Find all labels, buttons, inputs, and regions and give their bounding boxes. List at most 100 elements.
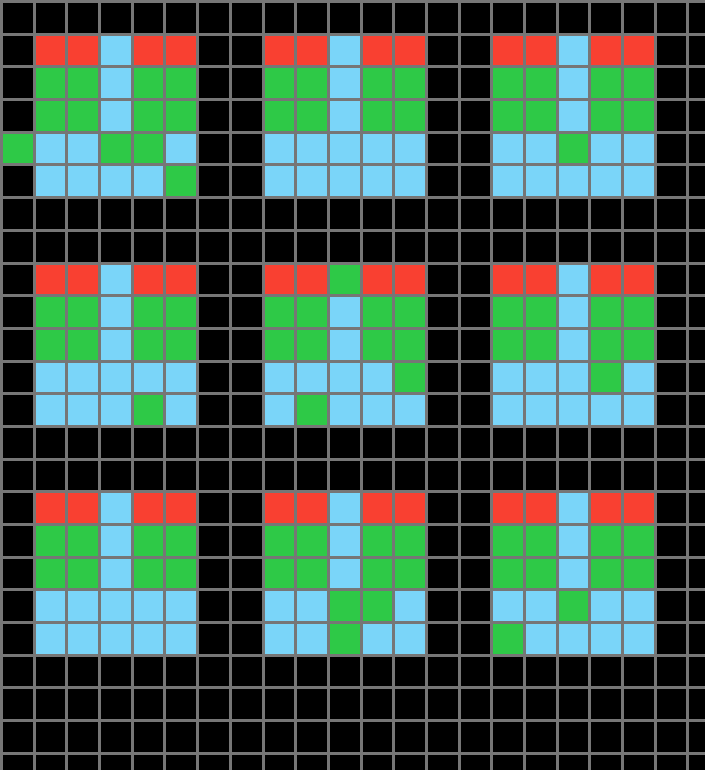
grid-cell-r17-c15[interactable] [493,558,523,589]
grid-cell-r9-c12[interactable] [395,297,425,327]
grid-cell-r13-c19[interactable] [624,427,654,458]
grid-cell-r21-c15[interactable] [493,689,523,720]
grid-cell-r7-c6[interactable] [199,231,229,262]
grid-cell-r16-c8[interactable] [264,526,295,556]
grid-cell-r9-c21[interactable] [689,297,705,327]
grid-cell-r18-c0[interactable] [3,591,33,622]
grid-cell-r1-c20[interactable] [656,35,687,66]
grid-cell-r20-c2[interactable] [68,656,99,687]
grid-cell-r20-c9[interactable] [297,656,327,687]
grid-cell-r3-c9[interactable] [297,101,327,131]
grid-cell-r14-c5[interactable] [166,460,197,491]
grid-cell-r10-c17[interactable] [558,329,589,360]
grid-cell-r21-c17[interactable] [558,689,589,720]
grid-cell-r1-c13[interactable] [427,35,458,66]
grid-cell-r19-c7[interactable] [231,624,262,654]
grid-cell-r22-c11[interactable] [362,722,393,752]
grid-cell-r9-c3[interactable] [101,297,131,327]
grid-cell-r7-c7[interactable] [231,231,262,262]
grid-cell-r22-c18[interactable] [591,722,622,752]
grid-cell-r8-c15[interactable] [493,264,523,295]
grid-cell-r8-c19[interactable] [624,264,654,295]
grid-cell-r9-c20[interactable] [656,297,687,327]
grid-cell-r0-c21[interactable] [689,3,705,33]
grid-cell-r11-c1[interactable] [35,362,66,393]
grid-cell-r23-c21[interactable] [689,754,705,770]
grid-cell-r16-c11[interactable] [362,526,393,556]
grid-cell-r20-c18[interactable] [591,656,622,687]
grid-cell-r21-c8[interactable] [264,689,295,720]
grid-cell-r20-c3[interactable] [101,656,131,687]
grid-cell-r8-c11[interactable] [362,264,393,295]
grid-cell-r4-c2[interactable] [68,133,99,164]
grid-cell-r16-c13[interactable] [427,526,458,556]
grid-cell-r16-c0[interactable] [3,526,33,556]
grid-cell-r11-c13[interactable] [427,362,458,393]
grid-cell-r2-c16[interactable] [526,68,556,99]
grid-cell-r7-c5[interactable] [166,231,197,262]
grid-cell-r7-c10[interactable] [329,231,360,262]
grid-cell-r2-c12[interactable] [395,68,425,99]
grid-cell-r11-c4[interactable] [133,362,164,393]
grid-cell-r14-c9[interactable] [297,460,327,491]
grid-cell-r6-c10[interactable] [329,199,360,229]
grid-cell-r8-c20[interactable] [656,264,687,295]
grid-cell-r21-c0[interactable] [3,689,33,720]
grid-cell-r12-c6[interactable] [199,395,229,425]
grid-cell-r20-c14[interactable] [460,656,491,687]
grid-cell-r6-c14[interactable] [460,199,491,229]
grid-cell-r18-c16[interactable] [526,591,556,622]
grid-cell-r23-c5[interactable] [166,754,197,770]
grid-cell-r5-c7[interactable] [231,166,262,197]
grid-cell-r13-c4[interactable] [133,427,164,458]
grid-cell-r9-c11[interactable] [362,297,393,327]
grid-cell-r9-c17[interactable] [558,297,589,327]
grid-cell-r21-c5[interactable] [166,689,197,720]
grid-cell-r2-c20[interactable] [656,68,687,99]
grid-cell-r20-c11[interactable] [362,656,393,687]
grid-cell-r18-c1[interactable] [35,591,66,622]
grid-cell-r0-c2[interactable] [68,3,99,33]
grid-cell-r12-c10[interactable] [329,395,360,425]
grid-cell-r5-c15[interactable] [493,166,523,197]
grid-cell-r12-c12[interactable] [395,395,425,425]
grid-cell-r9-c14[interactable] [460,297,491,327]
grid-cell-r14-c8[interactable] [264,460,295,491]
grid-cell-r22-c4[interactable] [133,722,164,752]
grid-cell-r18-c12[interactable] [395,591,425,622]
grid-cell-r23-c10[interactable] [329,754,360,770]
grid-cell-r10-c11[interactable] [362,329,393,360]
grid-cell-r15-c14[interactable] [460,493,491,523]
grid-cell-r10-c7[interactable] [231,329,262,360]
grid-cell-r18-c5[interactable] [166,591,197,622]
grid-cell-r22-c17[interactable] [558,722,589,752]
grid-cell-r2-c13[interactable] [427,68,458,99]
grid-cell-r5-c17[interactable] [558,166,589,197]
grid-cell-r10-c15[interactable] [493,329,523,360]
grid-cell-r7-c4[interactable] [133,231,164,262]
grid-cell-r16-c4[interactable] [133,526,164,556]
grid-cell-r11-c20[interactable] [656,362,687,393]
grid-cell-r0-c9[interactable] [297,3,327,33]
grid-cell-r7-c20[interactable] [656,231,687,262]
grid-cell-r14-c21[interactable] [689,460,705,491]
grid-cell-r6-c6[interactable] [199,199,229,229]
grid-cell-r15-c20[interactable] [656,493,687,523]
grid-cell-r23-c14[interactable] [460,754,491,770]
grid-cell-r6-c21[interactable] [689,199,705,229]
grid-cell-r5-c12[interactable] [395,166,425,197]
grid-cell-r8-c17[interactable] [558,264,589,295]
grid-cell-r13-c18[interactable] [591,427,622,458]
grid-cell-r23-c12[interactable] [395,754,425,770]
grid-cell-r10-c19[interactable] [624,329,654,360]
grid-cell-r17-c20[interactable] [656,558,687,589]
grid-cell-r13-c13[interactable] [427,427,458,458]
grid-cell-r22-c7[interactable] [231,722,262,752]
grid-cell-r6-c15[interactable] [493,199,523,229]
grid-cell-r14-c12[interactable] [395,460,425,491]
grid-cell-r15-c2[interactable] [68,493,99,523]
grid-cell-r19-c0[interactable] [3,624,33,654]
grid-cell-r21-c16[interactable] [526,689,556,720]
grid-cell-r8-c3[interactable] [101,264,131,295]
grid-cell-r18-c4[interactable] [133,591,164,622]
